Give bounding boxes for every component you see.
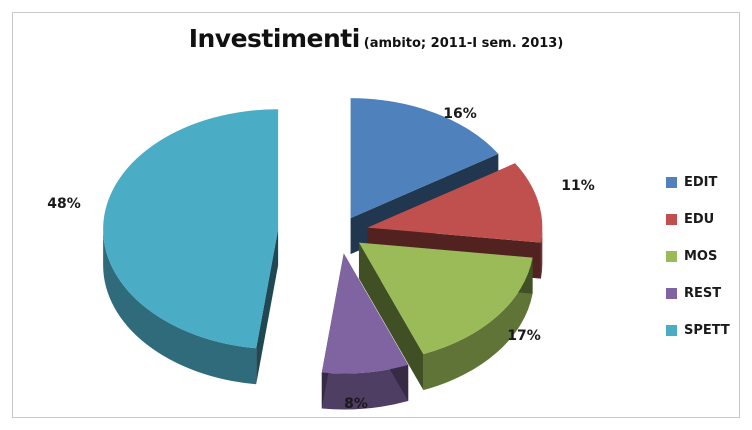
legend-swatch (666, 287, 677, 299)
pie-side-spett (103, 229, 257, 385)
pie-side-mos (423, 257, 533, 391)
legend-item-rest: REST (666, 283, 730, 303)
pie-slice-edu (367, 163, 543, 243)
pie-labels: 16% 11% 17% 8% 48% (47, 106, 595, 412)
pie-label-edu: 11% (561, 178, 595, 194)
chart-title-main: Investimenti (188, 24, 361, 53)
legend-swatch (666, 213, 677, 225)
legend-swatch (666, 324, 677, 336)
legend-item-edit: EDIT (666, 172, 730, 192)
legend-swatch (666, 250, 677, 262)
pie-label-edit: 16% (443, 106, 477, 122)
legend-label: MOS (684, 248, 718, 264)
chart-title: Investimenti (ambito; 2011-I sem. 2013) (0, 24, 752, 53)
legend-item-spett: SPETT (666, 320, 730, 340)
pie-slice-mos (358, 242, 533, 355)
pie-side-rest (321, 365, 409, 410)
pie-cut-face-mos (358, 242, 424, 391)
legend-item-mos: MOS (666, 246, 730, 266)
pie-slices (103, 98, 543, 374)
pie-slice-spett (103, 109, 279, 349)
pie-slice-rest (321, 253, 409, 374)
pie-cut-face-spett (256, 229, 279, 385)
legend-swatch (666, 176, 677, 188)
pie-label-mos: 17% (507, 328, 541, 344)
pie-label-rest: 8% (344, 396, 368, 412)
pie-label-spett: 48% (47, 196, 81, 212)
legend-item-edu: EDU (666, 209, 730, 229)
pie-side-edu (540, 227, 543, 279)
chart-legend: EDIT EDU MOS REST SPETT (666, 172, 730, 357)
legend-label: EDU (684, 211, 715, 227)
legend-label: EDIT (684, 174, 718, 190)
legend-label: SPETT (684, 322, 730, 338)
pie-slice-edit (350, 98, 499, 219)
chart-subtitle: (ambito; 2011-I sem. 2013) (363, 36, 564, 51)
legend-label: REST (684, 285, 722, 301)
